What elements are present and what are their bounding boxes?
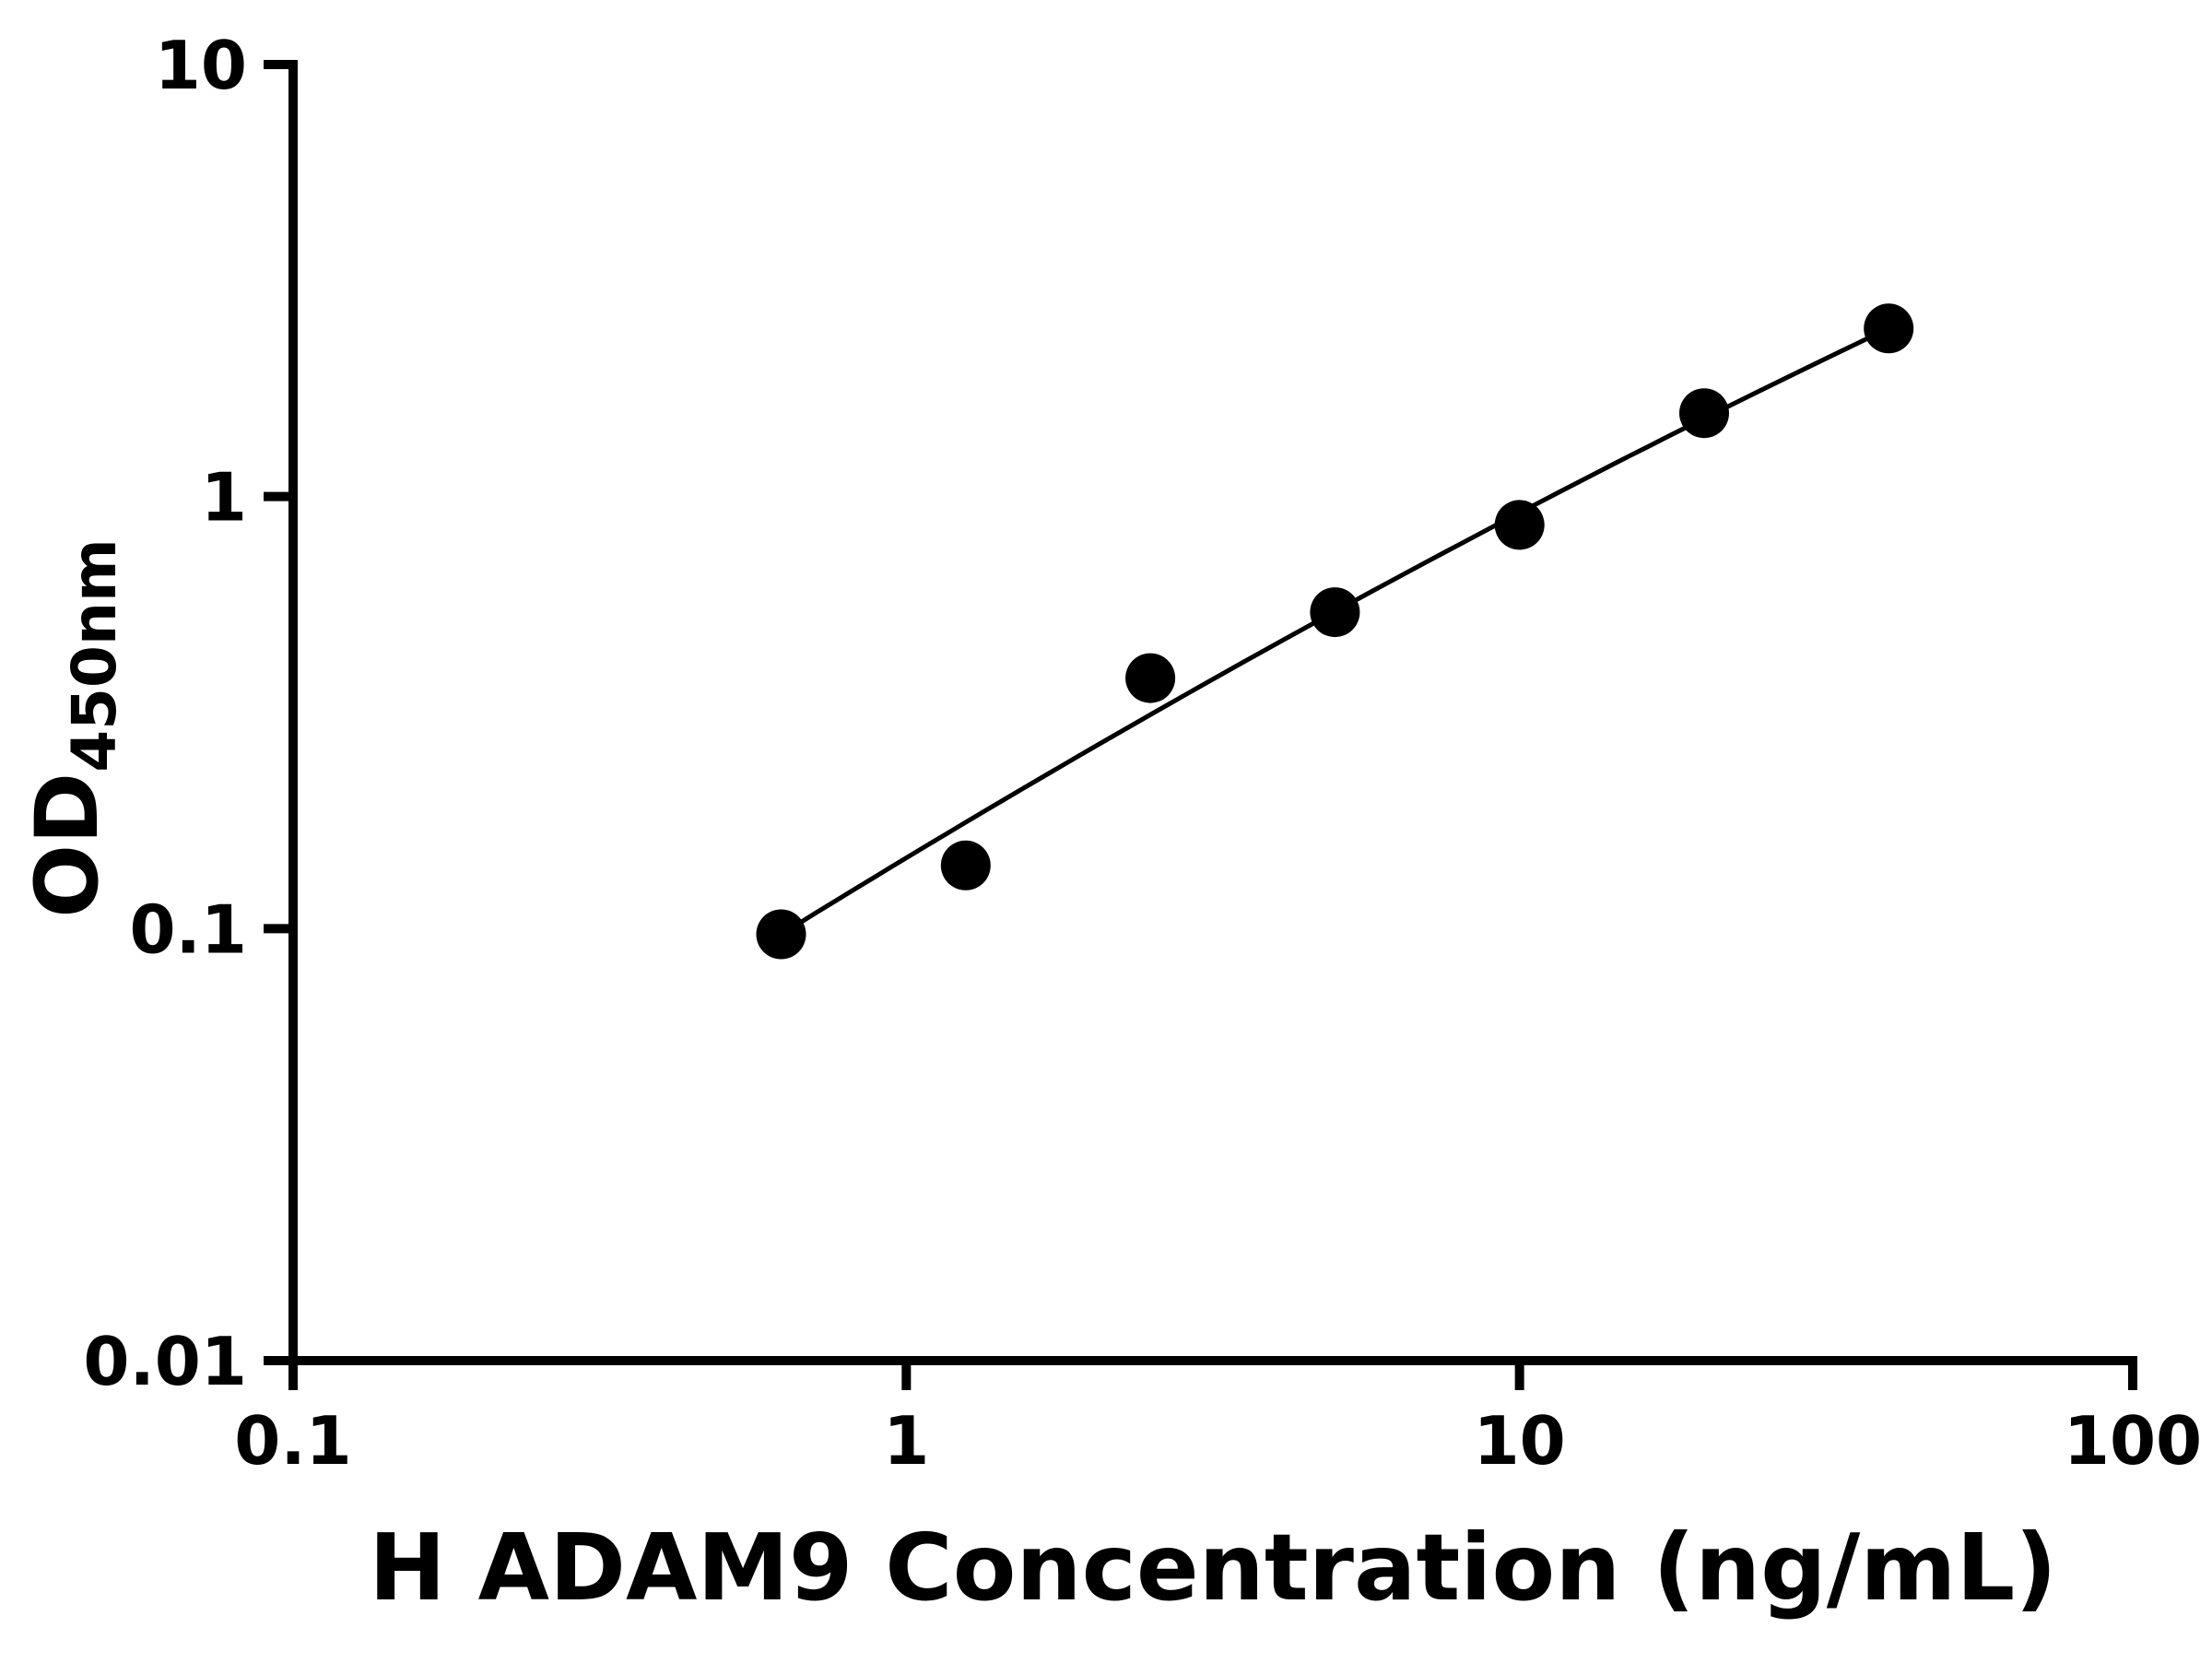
y-tick-label: 0.01 xyxy=(83,1323,247,1400)
x-tick-label: 0.1 xyxy=(234,1402,352,1480)
y-tick-label: 1 xyxy=(201,459,247,537)
axes-frame xyxy=(288,60,2137,1365)
data-point xyxy=(756,909,806,960)
data-point xyxy=(1864,303,1914,354)
x-axis-title: H ADAM9 Concentration (ng/mL) xyxy=(369,1514,2057,1622)
data-point xyxy=(1310,587,1360,638)
x-tick-label: 1 xyxy=(883,1402,929,1480)
y-axis-title-main: OD xyxy=(18,773,118,918)
x-tick-label: 100 xyxy=(2064,1402,2202,1480)
y-tick-label: 10 xyxy=(155,27,247,104)
data-point xyxy=(1679,388,1729,439)
data-point xyxy=(940,840,991,890)
data-point xyxy=(1494,500,1545,550)
y-tick-label: 0.1 xyxy=(129,890,247,968)
x-tick-label: 10 xyxy=(1474,1402,1566,1480)
data-point xyxy=(1125,653,1176,703)
y-axis-title: OD450nm xyxy=(18,538,130,917)
y-axis-title-subscript: 450nm xyxy=(59,538,130,773)
